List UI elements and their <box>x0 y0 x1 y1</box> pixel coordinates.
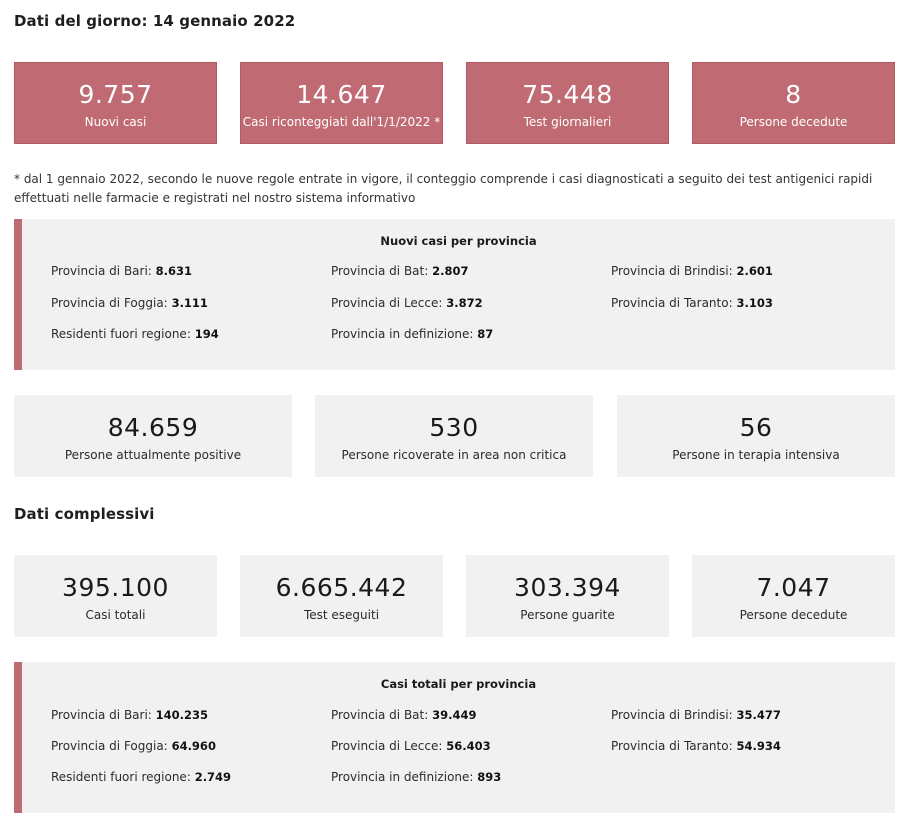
overall-cards: 395.100 Casi totali 6.665.442 Test esegu… <box>14 555 895 637</box>
card-value: 84.659 <box>107 413 199 442</box>
province-value: 140.235 <box>155 708 209 722</box>
province-item-outside-region: Residenti fuori regione: 2.749 <box>51 770 231 784</box>
status-card-intensive-care: 56 Persone in terapia intensiva <box>617 395 895 477</box>
province-item-foggia: Provincia di Foggia: 64.960 <box>51 739 216 753</box>
province-item-lecce: Provincia di Lecce: 3.872 <box>331 296 483 310</box>
province-value: 8.631 <box>155 264 193 278</box>
province-value: 2.749 <box>194 770 232 784</box>
province-label: Provincia di Bat: <box>331 264 429 278</box>
province-item-bat: Provincia di Bat: 2.807 <box>331 264 469 278</box>
province-label: Provincia in definizione: <box>331 327 474 341</box>
province-label: Provincia di Taranto: <box>611 739 733 753</box>
province-value: 893 <box>477 770 502 784</box>
province-label: Provincia di Lecce: <box>331 296 443 310</box>
province-value: 3.872 <box>446 296 483 310</box>
footnote: * dal 1 gennaio 2022, secondo le nuove r… <box>14 172 873 205</box>
daily-province-panel: Nuovi casi per provincia Provincia di Ba… <box>14 219 895 370</box>
daily-card-new-cases: 9.757 Nuovi casi <box>14 62 217 144</box>
card-label: Persone decedute <box>739 115 848 129</box>
card-value: 530 <box>429 413 479 442</box>
card-value: 9.757 <box>78 80 153 109</box>
province-label: Residenti fuori regione: <box>51 327 191 341</box>
card-label: Casi riconteggiati dall'1/1/2022 * <box>242 115 441 129</box>
card-label: Test eseguiti <box>303 608 380 622</box>
card-label: Nuovi casi <box>84 115 147 129</box>
province-item-taranto: Provincia di Taranto: 54.934 <box>611 739 781 753</box>
province-value: 54.934 <box>736 739 781 753</box>
province-label: Provincia di Foggia: <box>51 296 168 310</box>
overall-card-recovered: 303.394 Persone guarite <box>466 555 669 637</box>
province-value: 194 <box>194 327 219 341</box>
province-label: Provincia in definizione: <box>331 770 474 784</box>
card-value: 7.047 <box>756 573 831 602</box>
province-label: Provincia di Foggia: <box>51 739 168 753</box>
card-label: Casi totali <box>85 608 146 622</box>
card-value: 14.647 <box>296 80 387 109</box>
overall-card-tests: 6.665.442 Test eseguiti <box>240 555 443 637</box>
card-value: 6.665.442 <box>275 573 408 602</box>
card-label: Test giornalieri <box>523 115 612 129</box>
province-label: Provincia di Lecce: <box>331 739 443 753</box>
daily-cards: 9.757 Nuovi casi 14.647 Casi riconteggia… <box>14 62 895 144</box>
card-label: Persone in terapia intensiva <box>672 448 840 462</box>
province-value: 3.111 <box>171 296 208 310</box>
province-item-undefined: Provincia in definizione: 87 <box>331 327 493 341</box>
province-value: 2.807 <box>432 264 469 278</box>
card-value: 75.448 <box>522 80 613 109</box>
province-value: 39.449 <box>432 708 477 722</box>
province-label: Residenti fuori regione: <box>51 770 191 784</box>
province-item-taranto: Provincia di Taranto: 3.103 <box>611 296 773 310</box>
province-label: Provincia di Brindisi: <box>611 708 733 722</box>
province-item-foggia: Provincia di Foggia: 3.111 <box>51 296 208 310</box>
overall-card-deaths: 7.047 Persone decedute <box>692 555 895 637</box>
overall-province-panel: Casi totali per provincia Provincia di B… <box>14 662 895 813</box>
province-value: 56.403 <box>446 739 491 753</box>
province-value: 87 <box>477 327 494 341</box>
province-item-brindisi: Provincia di Brindisi: 2.601 <box>611 264 773 278</box>
province-item-outside-region: Residenti fuori regione: 194 <box>51 327 219 341</box>
status-cards: 84.659 Persone attualmente positive 530 … <box>14 395 895 477</box>
status-card-positive: 84.659 Persone attualmente positive <box>14 395 292 477</box>
card-label: Persone guarite <box>520 608 615 622</box>
daily-card-daily-tests: 75.448 Test giornalieri <box>466 62 669 144</box>
province-value: 3.103 <box>736 296 773 310</box>
daily-section-title: Dati del giorno: 14 gennaio 2022 <box>14 12 296 30</box>
province-item-bari: Provincia di Bari: 8.631 <box>51 264 192 278</box>
province-item-bat: Provincia di Bat: 39.449 <box>331 708 477 722</box>
province-value: 35.477 <box>736 708 781 722</box>
card-value: 395.100 <box>62 573 169 602</box>
province-item-bari: Provincia di Bari: 140.235 <box>51 708 208 722</box>
panel-title: Nuovi casi per provincia <box>380 234 537 248</box>
card-label: Persone attualmente positive <box>64 448 242 462</box>
daily-card-recounted-cases: 14.647 Casi riconteggiati dall'1/1/2022 … <box>240 62 443 144</box>
card-value: 8 <box>785 80 802 109</box>
province-label: Provincia di Bari: <box>51 708 152 722</box>
province-label: Provincia di Bat: <box>331 708 429 722</box>
province-label: Provincia di Taranto: <box>611 296 733 310</box>
province-value: 64.960 <box>171 739 216 753</box>
overall-card-total-cases: 395.100 Casi totali <box>14 555 217 637</box>
card-label: Persone decedute <box>739 608 848 622</box>
overall-section-title: Dati complessivi <box>14 505 155 523</box>
daily-card-deaths: 8 Persone decedute <box>692 62 895 144</box>
card-value: 56 <box>739 413 773 442</box>
card-value: 303.394 <box>514 573 621 602</box>
card-label: Persone ricoverate in area non critica <box>341 448 567 462</box>
province-item-brindisi: Provincia di Brindisi: 35.477 <box>611 708 781 722</box>
province-value: 2.601 <box>736 264 773 278</box>
province-label: Provincia di Bari: <box>51 264 152 278</box>
panel-title: Casi totali per provincia <box>380 677 537 691</box>
province-item-lecce: Provincia di Lecce: 56.403 <box>331 739 491 753</box>
province-item-undefined: Provincia in definizione: 893 <box>331 770 501 784</box>
province-label: Provincia di Brindisi: <box>611 264 733 278</box>
status-card-hospitalized: 530 Persone ricoverate in area non criti… <box>315 395 593 477</box>
